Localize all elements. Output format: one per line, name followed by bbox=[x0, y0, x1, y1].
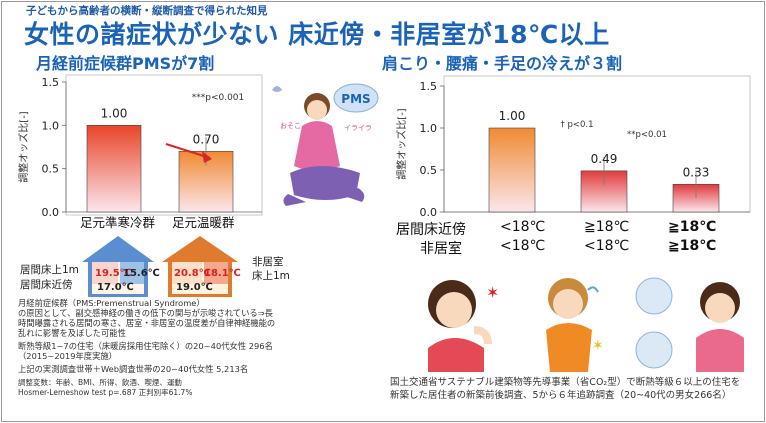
note-line: 調整変数：年齢、BMI、所得、飲酒、喫煙、運動 bbox=[18, 378, 182, 387]
right-notes: 国土交通省サステナブル建築物等先導事業（省CO₂型）で断熱等級６以上の住宅を 新… bbox=[390, 376, 740, 402]
left-chart-annotation: ***p<0.001 bbox=[192, 93, 245, 103]
headline: 女性の諸症状が少ない 床近傍・非居室が18℃以上 bbox=[24, 20, 610, 49]
y-tick-label: 1.0 bbox=[42, 119, 60, 132]
bar-data-label: 1.00 bbox=[499, 109, 526, 123]
row-label-floor: 居間床近傍 bbox=[396, 222, 466, 238]
right-cat-2a: ≧18℃ bbox=[584, 219, 630, 235]
warm-house-temp-1: 20.8℃ bbox=[174, 268, 211, 279]
y-tick-label: 1.5 bbox=[42, 76, 60, 89]
right-chart-annotation-1: † p<0.1 bbox=[561, 120, 594, 130]
eyebrow-text: 子どもから高齢者の横断・縦断調査で得られた知見 bbox=[26, 5, 268, 17]
note-line: 国土交通省サステナブル建築物等先導事業（省CO₂型）で断熱等級６以上の住宅を bbox=[390, 377, 741, 388]
y-tick-label: 0.5 bbox=[420, 164, 438, 177]
bar bbox=[86, 125, 142, 213]
right-cat-3a: ≧18℃ bbox=[668, 219, 717, 235]
pms-woman-illustration: PMS おそこ イライラ bbox=[272, 83, 379, 206]
warm-house-temp-2: 18.1℃ bbox=[204, 268, 241, 279]
y-tick-label: 0.5 bbox=[42, 163, 60, 176]
warm-house bbox=[162, 236, 238, 297]
floor-1m-label: 居間床上1m bbox=[20, 264, 79, 276]
y-tick-label: 1.0 bbox=[420, 122, 438, 135]
y-tick-label: 0.0 bbox=[420, 206, 438, 219]
right-cat-1a: <18℃ bbox=[500, 219, 546, 235]
right-chart: 調整オッズ比[-] 0.0 0.5 1.0 1.5 1.00 0.49 0.33 † p<… bbox=[395, 75, 751, 219]
left-chart: 調整オッズ比[-] 0.0 0.5 1.0 1.5 1.00 0.70 ***p<0.0… bbox=[18, 74, 263, 219]
cold-hands-illustration bbox=[635, 277, 744, 372]
cold-house-temp-3: 17.0℃ bbox=[97, 282, 134, 293]
row-label-nonroom: 非居室 bbox=[420, 241, 462, 257]
note-line: 上記の実測調査世帯＋Web調査世帯の20~40代女性 5,213名 bbox=[18, 364, 249, 374]
right-subtitle: 肩こり・腰痛・手足の冷えが３割 bbox=[382, 54, 623, 73]
note-line: （2015~2019年度実施） bbox=[18, 351, 117, 361]
note-line: 月経前症候群（PMS:Premenstrual Syndrome） bbox=[18, 298, 205, 308]
right-cat-2b: <18℃ bbox=[584, 238, 630, 254]
nonroom-1m-label: 床上1m bbox=[252, 270, 290, 282]
shoulder-pain-illustration: ✶ bbox=[428, 280, 499, 372]
y-tick-label: 0.0 bbox=[42, 206, 60, 219]
bar-data-label: 0.70 bbox=[193, 132, 220, 146]
cold-house bbox=[82, 236, 154, 297]
right-cat-1b: <18℃ bbox=[500, 238, 546, 254]
cold-house-temp-1: 19.5℃ bbox=[95, 268, 132, 279]
warm-house-temp-3: 19.0℃ bbox=[176, 282, 213, 293]
svg-text:✶: ✶ bbox=[486, 283, 499, 302]
left-cat-2: 足元温暖群 bbox=[172, 215, 235, 230]
bar-data-label: 0.49 bbox=[591, 152, 618, 166]
note-line: の原因として、副交感神経の働きの低下の関与が示唆されている⇒長 bbox=[18, 308, 273, 318]
pms-small-text-2: イライラ bbox=[344, 124, 372, 132]
note-line: 新築した居住者の新築前後調査、5から６年追跡調査（20~40代の男女266名） bbox=[390, 390, 732, 401]
left-chart-arrowhead bbox=[202, 151, 212, 163]
note-line: 乱れに影響を及ぼした可能性 bbox=[18, 328, 126, 338]
floor-near-label: 居間床近傍 bbox=[20, 279, 73, 291]
nonroom-label: 非居室 bbox=[252, 256, 284, 268]
y-tick-label: 1.5 bbox=[420, 80, 438, 93]
left-chart-arrow bbox=[165, 143, 211, 159]
cold-house-temp-2: 15.6℃ bbox=[123, 268, 160, 279]
left-notes: 月経前症候群（PMS:Premenstrual Syndrome） の原因として… bbox=[18, 298, 275, 398]
right-chart-ylabel: 調整オッズ比[-] bbox=[395, 108, 408, 180]
back-pain-illustration: ✶ bbox=[546, 278, 604, 372]
left-cat-1: 足元準寒冷群 bbox=[80, 215, 156, 230]
left-chart-ylabel: 調整オッズ比[-] bbox=[18, 111, 30, 183]
bar-data-label: 0.33 bbox=[683, 165, 710, 179]
pms-bubble: PMS bbox=[341, 92, 370, 106]
note-line: 時間曝露される居間の寒さ、居室・非居室の温度差が自律神経機能の bbox=[18, 318, 276, 328]
right-cat-3b: ≧18℃ bbox=[668, 238, 717, 254]
note-line: Hosmer-Lemeshow test p=.687 正判別率61.7% bbox=[18, 388, 193, 397]
bar bbox=[488, 127, 536, 213]
bar-data-label: 1.00 bbox=[101, 106, 128, 120]
right-chart-annotation-2: **p<0.01 bbox=[627, 130, 667, 140]
houses-illustration: 19.5℃ 15.6℃ 17.0℃ 20.8℃ 18.1℃ 19.0℃ bbox=[82, 236, 241, 297]
left-subtitle: 月経前症候群PMSが7割 bbox=[36, 54, 215, 73]
note-line: 断熱等級1~7の住宅（床暖房採用住宅除く）の20~40代女性 296名 bbox=[18, 341, 273, 351]
svg-text:✶: ✶ bbox=[592, 338, 604, 354]
pms-small-text-1: おそこ bbox=[280, 122, 301, 130]
